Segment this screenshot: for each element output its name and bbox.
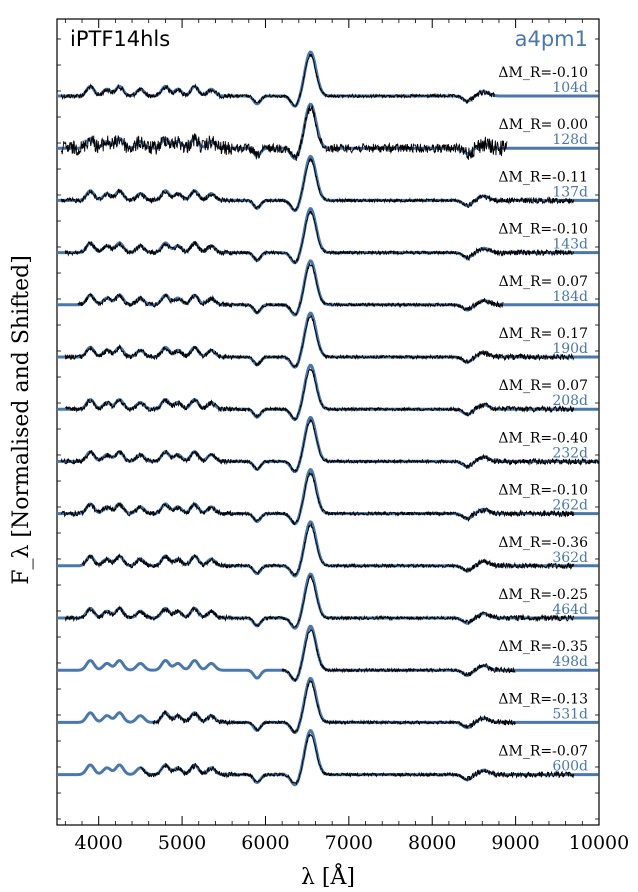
observed-spectrum-531d [152,679,516,734]
epoch-label: 498d [552,654,588,670]
x-tick-label: 4000 [75,832,123,854]
epoch-label: 128d [552,132,588,148]
x-tick-label: 9000 [491,832,539,854]
observed-spectrum-232d [60,418,600,474]
observed-spectrum-137d [60,158,575,212]
epoch-label: 464d [552,602,588,618]
observed-spectrum-498d [281,629,516,683]
epoch-label: 600d [552,759,588,775]
epoch-label: 104d [552,80,588,96]
epoch-label: 208d [552,393,588,409]
plot-frame [56,18,600,826]
epoch-label: 262d [552,498,588,514]
model-label: a4pm1 [515,27,588,51]
observed-spectrum-128d [60,105,508,161]
delta-mr-label: ΔM_R=-0.36 [498,535,588,551]
chart-title: iPTF14hls [70,27,170,51]
x-tick-label: 6000 [241,832,289,854]
delta-mr-label: ΔM_R= 0.07 [499,378,588,394]
x-tick-label: 7000 [325,832,373,854]
delta-mr-label: ΔM_R=-0.25 [498,587,588,603]
delta-mr-label: ΔM_R=-0.10 [498,65,588,81]
x-tick-label: 10000 [569,832,629,854]
ticks-layer: 4000 5000 6000 7000 8000 9000 10000 [57,19,629,854]
delta-mr-label: ΔM_R=-0.11 [498,169,588,185]
observed-spectrum-184d [77,263,504,317]
epoch-label: 137d [552,184,588,200]
epoch-label: 362d [552,550,588,566]
delta-mr-label: ΔM_R=-0.07 [498,744,588,760]
x-axis-label: λ [Å] [301,862,355,890]
delta-mr-label: ΔM_R= 0.00 [499,117,588,133]
observed-spectrum-464d [64,574,575,629]
spectra-layer [57,50,600,787]
epoch-label: 184d [552,289,588,305]
observed-spectrum-143d [64,210,575,265]
delta-mr-label: ΔM_R= 0.07 [499,274,588,290]
epoch-label: 190d [552,341,588,357]
epoch-label: 531d [552,706,588,722]
delta-mr-label: ΔM_R= 0.17 [499,326,588,342]
delta-mr-label: ΔM_R=-0.35 [498,639,588,655]
observed-spectrum-262d [61,471,575,526]
observed-spectrum-362d [81,522,575,577]
y-axis-label: F_λ [Normalised and Shifted] [9,255,34,585]
delta-mr-label: ΔM_R=-0.40 [498,430,588,446]
delta-mr-label: ΔM_R=-0.13 [498,691,588,707]
epoch-label: 232d [552,445,588,461]
observed-spectrum-190d [64,314,575,368]
x-tick-label: 8000 [408,832,456,854]
x-tick-label: 5000 [158,832,206,854]
observed-spectrum-208d [64,368,575,422]
delta-mr-label: ΔM_R=-0.10 [498,222,588,238]
delta-mr-label: ΔM_R=-0.10 [498,483,588,499]
observed-spectrum-600d [140,733,575,785]
epoch-label: 143d [552,237,588,253]
observed-spectrum-104d [60,53,495,108]
